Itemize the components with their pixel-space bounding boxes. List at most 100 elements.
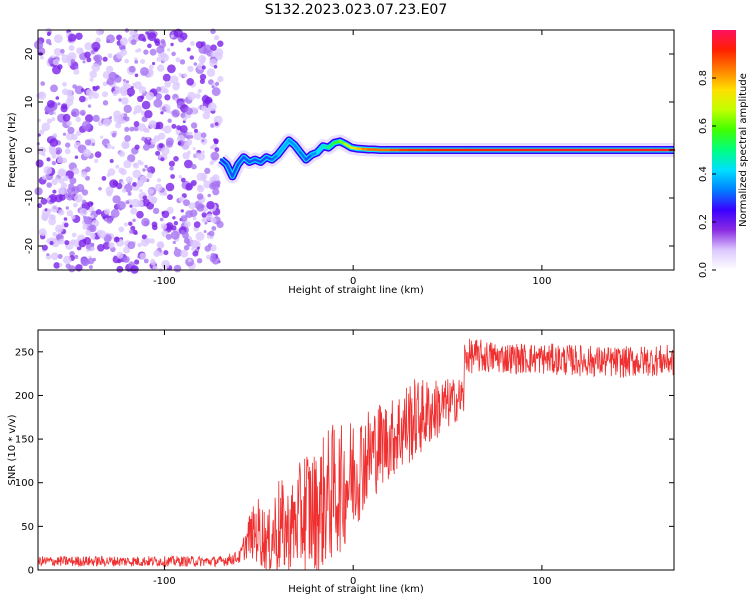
noise-speckle	[146, 201, 155, 210]
noise-speckle	[141, 100, 151, 110]
noise-speckle	[215, 81, 220, 86]
noise-speckle	[53, 34, 63, 44]
noise-speckle	[97, 244, 105, 252]
noise-speckle	[63, 217, 68, 221]
noise-speckle	[39, 55, 44, 60]
noise-speckle	[172, 110, 178, 116]
noise-speckle	[214, 147, 220, 153]
noise-speckle	[102, 216, 106, 220]
noise-speckle	[53, 48, 62, 56]
noise-speckle	[164, 80, 172, 88]
noise-speckle	[52, 58, 60, 66]
noise-speckle	[83, 149, 91, 157]
noise-speckle	[127, 191, 132, 196]
noise-speckle	[55, 224, 64, 233]
noise-speckle	[47, 197, 51, 201]
noise-speckle	[141, 234, 147, 240]
noise-speckle	[44, 218, 48, 221]
noise-speckle	[195, 231, 205, 241]
noise-speckle	[186, 135, 191, 140]
noise-speckle	[70, 108, 80, 118]
noise-speckle	[178, 73, 183, 77]
noise-speckle	[61, 157, 68, 164]
noise-speckle	[66, 209, 73, 217]
noise-speckle	[171, 225, 177, 231]
noise-speckle	[217, 40, 224, 47]
noise-speckle	[209, 160, 215, 166]
noise-speckle	[89, 70, 97, 79]
noise-speckle	[179, 32, 188, 41]
noise-speckle	[70, 239, 76, 245]
noise-speckle	[121, 181, 125, 185]
noise-speckle	[214, 122, 219, 126]
noise-speckle	[128, 221, 133, 226]
noise-speckle	[134, 73, 139, 78]
noise-speckle	[137, 243, 142, 248]
noise-speckle	[72, 84, 77, 89]
noise-speckle	[169, 166, 174, 171]
noise-speckle	[107, 168, 116, 176]
colorbar-tick-label: 0.4	[698, 166, 709, 182]
noise-speckle	[157, 64, 165, 72]
noise-speckle	[142, 143, 150, 151]
noise-speckle	[102, 241, 111, 250]
noise-speckle	[76, 47, 84, 55]
noise-speckle	[153, 39, 158, 43]
noise-speckle	[118, 226, 125, 233]
noise-speckle	[165, 233, 172, 240]
noise-speckle	[44, 105, 52, 113]
noise-speckle	[47, 208, 52, 213]
snr-frame	[37, 329, 675, 571]
noise-speckle	[155, 251, 160, 256]
noise-speckle	[92, 86, 96, 90]
noise-speckle	[164, 94, 171, 101]
noise-speckle	[81, 120, 91, 130]
colorbar: 0.0 0.2 0.4 0.6 0.8 Normalized spectral ampl…	[698, 30, 749, 278]
noise-speckle	[48, 194, 58, 203]
noise-speckle	[136, 180, 144, 188]
noise-speckle	[74, 85, 84, 95]
noise-speckle	[161, 210, 170, 219]
noise-speckle	[130, 265, 139, 274]
noise-speckle	[109, 179, 118, 188]
noise-speckle	[48, 217, 56, 226]
noise-speckle	[45, 38, 52, 45]
noise-speckle	[192, 250, 199, 257]
noise-speckle	[150, 258, 155, 263]
noise-speckle	[133, 121, 140, 127]
noise-speckle	[62, 132, 67, 136]
noise-speckle	[131, 198, 140, 208]
noise-speckle	[180, 209, 184, 213]
noise-speckle	[204, 96, 213, 105]
noise-speckle	[198, 55, 207, 64]
y-tick-label: -10	[24, 190, 35, 206]
noise-speckle	[71, 133, 78, 141]
noise-speckle	[139, 161, 144, 166]
noise-speckle	[147, 43, 152, 49]
snr-plot-area	[38, 330, 674, 570]
noise-speckle	[124, 126, 130, 132]
noise-speckle	[122, 116, 127, 120]
noise-speckle	[143, 127, 148, 133]
noise-speckle	[112, 195, 121, 204]
noise-speckle	[199, 73, 207, 81]
noise-speckle	[165, 106, 169, 111]
noise-speckle	[189, 55, 194, 60]
noise-speckle	[138, 86, 147, 94]
noise-speckle	[139, 252, 147, 260]
noise-speckle	[169, 75, 179, 84]
noise-speckle	[193, 62, 198, 66]
noise-speckle	[167, 194, 173, 201]
noise-speckle	[61, 88, 69, 96]
noise-speckle	[130, 225, 136, 231]
noise-speckle	[118, 98, 122, 102]
noise-speckle	[102, 81, 108, 87]
noise-speckle	[91, 63, 101, 72]
noise-speckle	[80, 88, 85, 92]
noise-speckle	[89, 232, 96, 239]
noise-speckle	[137, 95, 144, 103]
noise-speckle	[163, 192, 168, 196]
noise-speckle	[149, 238, 155, 244]
noise-speckle	[62, 113, 71, 122]
